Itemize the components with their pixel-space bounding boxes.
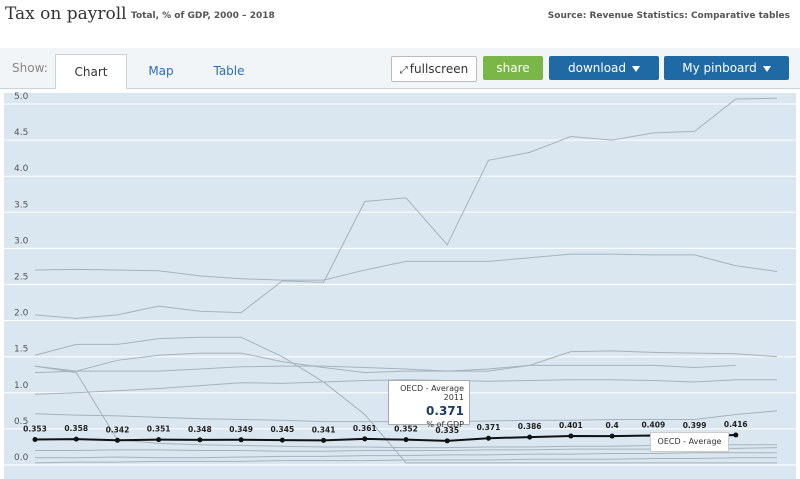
point	[73, 436, 79, 442]
point	[238, 437, 244, 443]
point	[568, 433, 574, 439]
y-tick-label: 2.0	[14, 309, 29, 319]
line	[34, 364, 736, 372]
point	[279, 437, 285, 443]
line	[34, 253, 778, 281]
tab[interactable]: Map	[148, 64, 174, 78]
toolbar: Show: Chart Map Table ⤢ fullscreen share …	[0, 48, 800, 89]
show-label: Show:	[12, 61, 48, 75]
title: Tax on payroll	[5, 4, 127, 24]
legend: OECD - Average	[650, 432, 729, 452]
point	[733, 432, 739, 438]
data-label: 0.401	[559, 421, 583, 430]
data-label: 0.345	[270, 425, 294, 434]
y-tick-label: 5.0	[14, 92, 29, 102]
y-tick-label: 1.5	[14, 345, 28, 355]
source: Source: Revenue Statistics: Comparative …	[547, 11, 790, 21]
data-label: 0.348	[188, 425, 212, 434]
point	[114, 437, 120, 443]
data-label: 0.399	[683, 421, 707, 430]
y-tick-label: 0.5	[14, 417, 28, 427]
button-label: fullscreen	[409, 62, 469, 76]
legend-label: OECD - Average	[657, 437, 722, 446]
line	[34, 350, 778, 374]
point	[403, 437, 409, 443]
button-label: share	[496, 61, 530, 75]
line	[34, 336, 777, 464]
data-label: 0.371	[477, 423, 501, 432]
data-label: 0.335	[435, 426, 459, 435]
data-label: 0.341	[312, 425, 336, 434]
data-label: 0.386	[518, 422, 542, 431]
line	[34, 457, 777, 464]
share-button[interactable]: share	[483, 56, 543, 80]
tooltip-unit: % of GDP	[426, 420, 464, 429]
data-label: 0.358	[64, 424, 88, 433]
data-label: 0.361	[353, 424, 377, 433]
point	[362, 436, 368, 442]
tab[interactable]: Table	[213, 64, 245, 78]
point	[197, 437, 203, 443]
tab[interactable]: Chart	[55, 54, 127, 89]
y-tick-label: 4.5	[14, 128, 28, 138]
button-label: My pinboard	[682, 61, 757, 75]
data-label: 0.342	[106, 425, 130, 434]
point	[485, 435, 491, 441]
button-label: download	[567, 61, 627, 75]
point	[527, 434, 533, 440]
y-tick-label: 3.5	[14, 200, 28, 210]
tooltip-value: 0.371	[426, 404, 464, 418]
y-tick-label: 2.5	[14, 273, 28, 283]
point	[321, 437, 327, 443]
subtitle: Total, % of GDP, 2000 – 2018	[131, 11, 275, 21]
tooltip: OECD - Average 2011 0.371 % of GDP	[388, 380, 470, 429]
line	[35, 452, 777, 459]
download-button[interactable]: download	[549, 56, 659, 80]
y-tick-label: 0.0	[14, 453, 29, 463]
line	[34, 379, 777, 395]
line	[34, 433, 736, 442]
line	[34, 97, 778, 319]
point	[32, 437, 38, 443]
pinboard-button[interactable]: My pinboard	[664, 56, 789, 80]
point	[156, 437, 162, 443]
y-tick-label: 4.0	[14, 164, 29, 174]
fullscreen-button[interactable]: ⤢ fullscreen	[391, 56, 477, 82]
data-label: 0.409	[641, 420, 665, 429]
y-tick-label: 3.0	[14, 236, 29, 246]
y-tick-label: 1.0	[14, 381, 29, 391]
data-label: 0.349	[229, 425, 253, 434]
tooltip-title: OECD - Average 2011	[400, 384, 464, 402]
data-label: 0.4	[605, 421, 618, 430]
data-label: 0.351	[147, 425, 171, 434]
point	[444, 438, 450, 444]
data-label: 0.416	[724, 420, 748, 429]
data-label: 0.353	[23, 425, 47, 434]
data-label: 0.352	[394, 425, 418, 434]
point	[609, 433, 615, 439]
